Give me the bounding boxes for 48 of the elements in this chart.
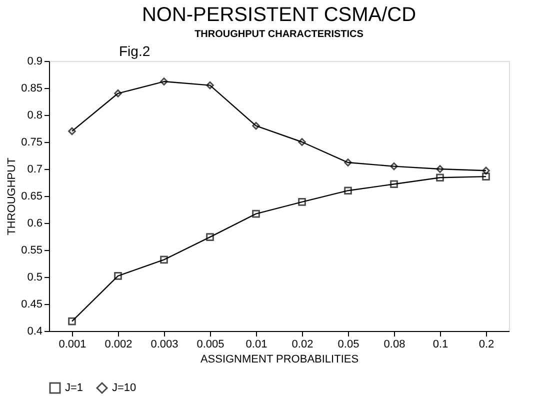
x-tick-label: 0.005 bbox=[196, 338, 224, 350]
x-tick-label: 0.001 bbox=[58, 338, 86, 350]
x-tick-label: 0.01 bbox=[246, 338, 268, 350]
point bbox=[114, 89, 122, 98]
y-tick-label: 0.65 bbox=[21, 190, 42, 202]
x-axis-title: ASSIGNMENT PROBABILITIES bbox=[200, 354, 359, 366]
point bbox=[160, 78, 168, 86]
point bbox=[252, 122, 260, 130]
point bbox=[252, 210, 260, 218]
point bbox=[68, 127, 76, 136]
point bbox=[482, 172, 490, 180]
point bbox=[206, 233, 214, 241]
y-tick-label: 0.8 bbox=[27, 110, 42, 122]
y-tick-label: 0.7 bbox=[27, 164, 42, 176]
y-tick-label: 0.85 bbox=[21, 82, 42, 94]
y-tick-label: 0.4 bbox=[27, 326, 42, 338]
x-tick-label: 0.003 bbox=[150, 338, 178, 350]
x-tick-label: 0.08 bbox=[384, 338, 406, 350]
point bbox=[436, 174, 444, 182]
y-tick-label: 0.55 bbox=[21, 244, 42, 256]
point bbox=[298, 138, 306, 146]
point bbox=[160, 256, 168, 264]
x-tick-label: 0.02 bbox=[292, 338, 314, 350]
x-tick-label: 0.2 bbox=[478, 338, 494, 350]
legend-label: J=1 bbox=[65, 382, 84, 394]
caption: Fig.2 bbox=[119, 43, 150, 59]
point bbox=[68, 317, 76, 326]
y-axis-title: THROUGHPUT bbox=[6, 157, 18, 236]
point bbox=[436, 165, 444, 173]
point bbox=[298, 198, 306, 206]
y-tick-label: 0.6 bbox=[27, 218, 42, 230]
point bbox=[344, 158, 352, 166]
legend-label: J=10 bbox=[112, 382, 136, 394]
point bbox=[390, 162, 398, 170]
y-tick-label: 0.75 bbox=[21, 136, 42, 148]
point bbox=[114, 272, 122, 280]
y-tick-label: 0.9 bbox=[27, 56, 42, 68]
y-tick-label: 0.45 bbox=[21, 298, 42, 310]
point bbox=[390, 180, 398, 188]
x-tick-label: 0.1 bbox=[432, 338, 448, 350]
point bbox=[482, 166, 490, 175]
chart-subtitle: THROUGHPUT CHARACTERISTICS bbox=[194, 29, 364, 40]
point bbox=[206, 81, 214, 90]
y-tick-label: 0.5 bbox=[27, 272, 42, 284]
chart-title: NON-PERSISTENT CSMA/CD bbox=[142, 4, 416, 26]
x-tick-label: 0.002 bbox=[104, 338, 132, 350]
x-tick-label: 0.05 bbox=[338, 338, 360, 350]
point bbox=[344, 186, 352, 195]
